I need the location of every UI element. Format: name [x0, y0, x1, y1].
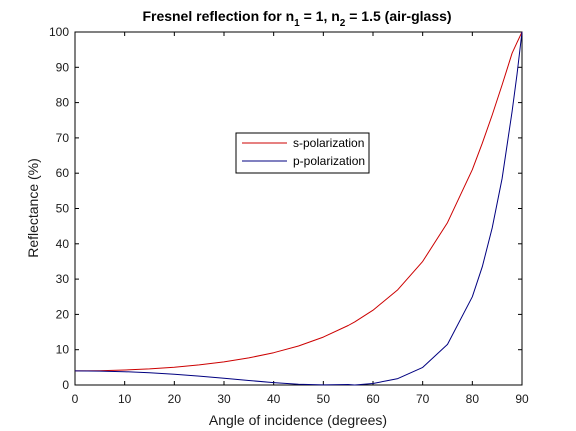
chart-title-mid: = 1, n: [300, 8, 340, 24]
legend-box: [235, 132, 370, 174]
y-tick-label: 10: [56, 343, 70, 357]
y-tick-label: 90: [56, 60, 70, 74]
legend-label-p-polarization: p-polarization: [293, 154, 365, 168]
series-lines: [74, 31, 523, 386]
plot-area: [74, 31, 523, 386]
chart-title-suffix: = 1.5 (air-glass): [345, 8, 451, 24]
x-tick-label: 0: [72, 392, 79, 406]
x-tick-label: 90: [515, 392, 529, 406]
legend: s-polarization p-polarization: [235, 132, 370, 174]
x-tick-label: 30: [217, 392, 231, 406]
x-tick-label: 60: [366, 392, 380, 406]
chart-title-prefix: Fresnel reflection for n: [142, 8, 294, 24]
x-tick-label: 20: [168, 392, 182, 406]
y-tick-label: 50: [56, 202, 70, 216]
x-axis-label: Angle of incidence (degrees): [209, 412, 387, 428]
y-tick-label: 60: [56, 166, 70, 180]
x-tick-label: 10: [118, 392, 132, 406]
y-tick-label: 70: [56, 131, 70, 145]
y-axis-label: Reflectance (%): [25, 158, 41, 258]
chart-title: Fresnel reflection for n1 = 1, n2 = 1.5 …: [142, 8, 451, 29]
x-tick-label: 70: [416, 392, 430, 406]
y-tick-label: 0: [62, 378, 69, 392]
y-tick-label: 30: [56, 272, 70, 286]
legend-label-s-polarization: s-polarization: [293, 136, 364, 150]
y-tick-label: 80: [56, 96, 70, 110]
x-tick-label: 50: [317, 392, 331, 406]
x-tick-label: 80: [466, 392, 480, 406]
y-tick-label: 40: [56, 237, 70, 251]
chart-title-sub1: 1: [294, 18, 300, 29]
y-tick-label: 20: [56, 307, 70, 321]
series-line-s-polarization: [74, 31, 523, 372]
chart-title-sub2: 2: [340, 18, 346, 29]
y-tick-label: 100: [49, 25, 69, 39]
series-line-p-polarization: [74, 31, 523, 386]
axis-ticks: 0 10 20 30 40 50 60 70 80 90 0 10 20 30 40 50 60 70 80 90 10…: [49, 25, 529, 406]
x-tick-label: 40: [267, 392, 281, 406]
